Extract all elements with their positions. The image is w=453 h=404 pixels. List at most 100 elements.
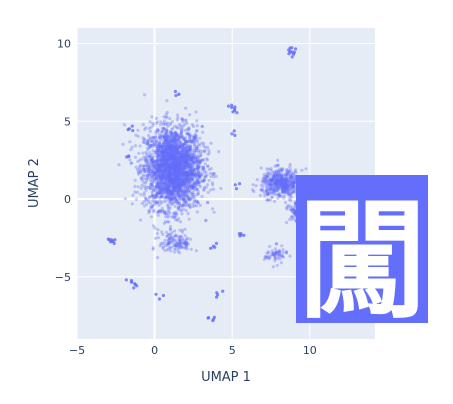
data-point bbox=[178, 144, 182, 148]
data-point bbox=[169, 240, 173, 244]
data-point bbox=[179, 181, 183, 185]
data-point bbox=[159, 163, 163, 167]
data-point bbox=[156, 190, 160, 194]
data-point bbox=[173, 142, 177, 146]
data-point bbox=[196, 166, 200, 170]
data-point bbox=[179, 159, 183, 163]
data-point bbox=[163, 180, 167, 184]
data-point bbox=[194, 187, 198, 191]
data-point bbox=[168, 158, 172, 162]
data-point bbox=[183, 191, 188, 195]
data-point bbox=[148, 201, 152, 205]
data-point bbox=[177, 135, 182, 139]
data-point bbox=[184, 241, 188, 245]
data-point bbox=[163, 211, 167, 215]
data-point bbox=[148, 154, 152, 158]
data-point bbox=[159, 191, 163, 195]
data-point bbox=[169, 163, 173, 167]
x-tick-label: 5 bbox=[229, 344, 236, 357]
data-point bbox=[252, 189, 256, 194]
data-point bbox=[146, 140, 150, 144]
data-point bbox=[145, 202, 149, 206]
data-point bbox=[170, 139, 174, 143]
data-point bbox=[186, 149, 190, 153]
data-point bbox=[163, 154, 167, 158]
data-point bbox=[155, 149, 159, 153]
data-point bbox=[186, 180, 191, 184]
data-point bbox=[175, 162, 179, 166]
data-point bbox=[166, 203, 170, 207]
data-point bbox=[175, 175, 179, 179]
data-point bbox=[201, 149, 205, 153]
data-point bbox=[159, 210, 164, 214]
data-point bbox=[177, 171, 181, 175]
data-point bbox=[145, 163, 149, 167]
data-point bbox=[168, 130, 172, 134]
data-point bbox=[188, 184, 192, 188]
x-axis-title: UMAP 1 bbox=[201, 370, 251, 385]
data-point bbox=[157, 148, 161, 152]
data-point bbox=[125, 155, 129, 159]
data-point bbox=[177, 183, 181, 187]
data-point bbox=[146, 173, 150, 177]
data-point bbox=[167, 188, 172, 192]
data-point bbox=[163, 161, 167, 165]
data-point bbox=[111, 239, 115, 243]
data-point bbox=[206, 201, 210, 205]
data-point bbox=[170, 127, 174, 132]
data-point bbox=[188, 163, 192, 167]
data-point bbox=[138, 218, 143, 222]
data-point bbox=[176, 152, 180, 156]
data-point bbox=[182, 152, 187, 156]
data-point bbox=[173, 196, 177, 200]
data-point bbox=[161, 161, 165, 165]
data-point bbox=[171, 154, 175, 158]
data-point bbox=[170, 154, 174, 158]
data-point bbox=[171, 141, 175, 145]
data-point bbox=[165, 129, 169, 133]
data-point bbox=[181, 150, 185, 154]
data-point bbox=[171, 197, 175, 201]
data-point bbox=[168, 165, 172, 169]
data-point bbox=[129, 161, 133, 165]
data-point bbox=[190, 139, 194, 143]
data-point bbox=[168, 177, 173, 181]
data-point bbox=[157, 210, 161, 214]
data-point bbox=[182, 198, 186, 202]
data-point bbox=[167, 194, 171, 198]
data-point bbox=[195, 210, 199, 214]
data-point bbox=[159, 178, 163, 182]
data-point bbox=[161, 127, 165, 131]
data-point bbox=[192, 136, 197, 140]
data-point bbox=[169, 235, 173, 239]
data-point bbox=[202, 178, 206, 182]
data-point bbox=[169, 178, 173, 182]
data-point bbox=[203, 150, 207, 154]
data-point bbox=[151, 149, 155, 153]
data-point bbox=[179, 169, 183, 173]
data-point bbox=[164, 194, 168, 198]
data-point bbox=[137, 151, 141, 155]
data-point bbox=[165, 115, 169, 119]
data-point bbox=[275, 241, 279, 246]
data-point bbox=[160, 193, 164, 197]
data-point bbox=[188, 173, 193, 178]
data-point bbox=[159, 164, 163, 168]
data-point bbox=[183, 180, 187, 184]
data-point bbox=[173, 137, 177, 141]
data-point bbox=[176, 178, 180, 182]
data-point bbox=[181, 197, 186, 201]
data-point bbox=[174, 185, 178, 189]
data-point bbox=[288, 50, 292, 54]
data-point bbox=[166, 149, 170, 153]
data-point bbox=[275, 164, 279, 168]
data-point bbox=[171, 189, 175, 193]
data-point bbox=[142, 137, 147, 141]
data-point bbox=[158, 163, 162, 167]
data-point bbox=[200, 141, 204, 145]
data-point bbox=[184, 153, 188, 157]
data-point bbox=[117, 163, 121, 167]
data-point bbox=[154, 116, 158, 121]
data-point bbox=[166, 179, 170, 183]
data-point bbox=[178, 204, 182, 208]
